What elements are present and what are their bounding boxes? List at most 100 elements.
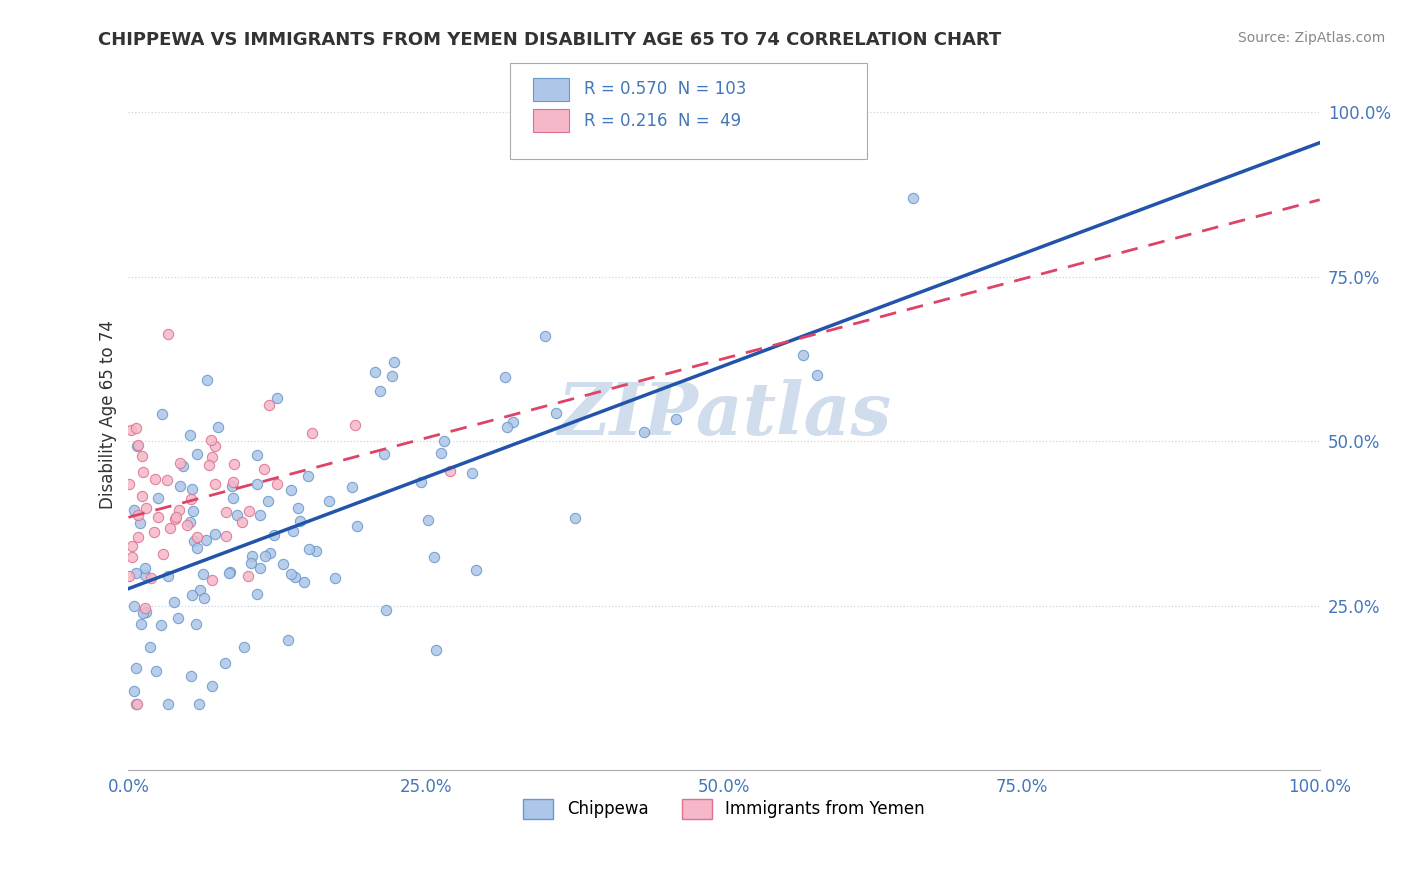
FancyBboxPatch shape xyxy=(533,110,569,132)
Point xyxy=(249,508,271,523)
Point xyxy=(143,472,166,486)
Point xyxy=(430,446,453,460)
Point xyxy=(502,415,524,429)
Point xyxy=(425,643,447,657)
Point xyxy=(179,427,201,442)
Point xyxy=(903,191,925,205)
Point xyxy=(179,515,201,529)
Point xyxy=(215,505,238,519)
Point xyxy=(145,665,167,679)
Point xyxy=(127,438,149,452)
Point xyxy=(200,433,222,447)
Point xyxy=(134,561,156,575)
Point xyxy=(135,605,157,619)
Point xyxy=(284,570,307,584)
Point xyxy=(298,542,321,557)
Point xyxy=(181,504,204,518)
Point xyxy=(207,420,229,434)
Point xyxy=(266,392,288,406)
Point xyxy=(201,679,224,693)
Point xyxy=(374,603,396,617)
Y-axis label: Disability Age 65 to 74: Disability Age 65 to 74 xyxy=(100,320,117,509)
Point xyxy=(218,566,240,581)
Point xyxy=(124,697,146,711)
Point xyxy=(146,491,169,505)
Point xyxy=(165,510,187,524)
Point xyxy=(222,475,245,490)
Point xyxy=(129,516,152,531)
Point xyxy=(226,508,249,522)
Point xyxy=(139,571,162,585)
Point xyxy=(163,595,186,609)
Point xyxy=(290,514,312,528)
Text: CHIPPEWA VS IMMIGRANTS FROM YEMEN DISABILITY AGE 65 TO 74 CORRELATION CHART: CHIPPEWA VS IMMIGRANTS FROM YEMEN DISABI… xyxy=(98,31,1001,49)
Point xyxy=(193,591,215,605)
Point xyxy=(169,479,191,493)
Point xyxy=(150,408,173,422)
Point xyxy=(464,563,486,577)
Point xyxy=(221,491,243,506)
Point xyxy=(183,534,205,549)
Point xyxy=(197,373,219,387)
Point xyxy=(433,434,456,448)
Point xyxy=(238,504,260,518)
Point xyxy=(494,369,516,384)
Point xyxy=(124,503,146,517)
Point xyxy=(142,525,165,540)
Point xyxy=(152,547,174,561)
Point xyxy=(292,574,315,589)
Point xyxy=(373,448,395,462)
Point xyxy=(125,697,148,711)
Point xyxy=(496,420,519,434)
Point xyxy=(219,565,242,579)
Point xyxy=(257,398,280,412)
Point xyxy=(266,477,288,491)
Point xyxy=(280,566,302,581)
Point xyxy=(149,618,172,632)
Point xyxy=(564,511,586,525)
Point xyxy=(132,606,155,620)
Point xyxy=(194,533,217,548)
Point xyxy=(346,519,368,533)
Point xyxy=(134,601,156,615)
Point xyxy=(461,467,484,481)
Point xyxy=(124,599,146,613)
Point xyxy=(240,549,263,563)
Point xyxy=(172,458,194,473)
Point xyxy=(633,425,655,439)
Point xyxy=(132,465,155,479)
Point xyxy=(181,588,204,602)
Point xyxy=(246,448,269,462)
Point xyxy=(204,476,226,491)
Point xyxy=(263,528,285,542)
Point xyxy=(188,583,211,598)
Point xyxy=(184,616,207,631)
Point xyxy=(221,478,243,492)
Point xyxy=(201,450,224,464)
Text: R = 0.216  N =  49: R = 0.216 N = 49 xyxy=(583,112,741,129)
Point xyxy=(118,569,141,583)
Point xyxy=(186,530,208,544)
Point xyxy=(318,493,340,508)
Point xyxy=(201,573,224,587)
Point xyxy=(246,587,269,601)
Point xyxy=(139,640,162,655)
Point xyxy=(305,544,328,558)
Point xyxy=(257,494,280,508)
Point xyxy=(167,503,190,517)
Point xyxy=(120,423,142,437)
Text: Source: ZipAtlas.com: Source: ZipAtlas.com xyxy=(1237,31,1385,45)
Point xyxy=(231,516,253,530)
Point xyxy=(131,490,153,504)
Point xyxy=(409,475,432,489)
Point xyxy=(156,473,179,487)
Point xyxy=(423,550,446,565)
Point xyxy=(146,510,169,524)
Point xyxy=(343,417,366,432)
Point xyxy=(159,521,181,535)
Point xyxy=(121,539,143,553)
Point xyxy=(125,566,148,580)
Point xyxy=(253,462,276,476)
Point xyxy=(665,412,688,426)
Point xyxy=(186,446,208,460)
